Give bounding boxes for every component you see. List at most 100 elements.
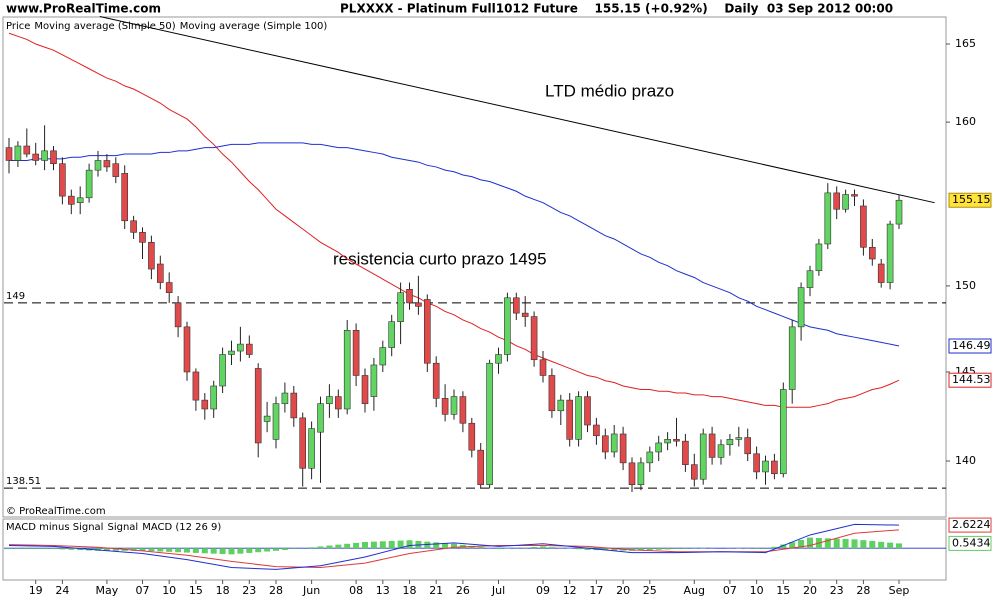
macd-histogram-bar [807, 537, 813, 549]
candle-body [423, 299, 431, 364]
candle-body [326, 396, 333, 404]
candle-body [432, 362, 440, 399]
macd-histogram-bar [682, 548, 689, 549]
legend-entry: Moving average (Simple 50) [34, 21, 175, 32]
candle-body [548, 375, 556, 412]
macd-histogram-bar [673, 548, 680, 550]
x-tick-label: 12 [563, 584, 577, 597]
candle-body [148, 242, 155, 270]
moving-average-line [8, 32, 900, 408]
candle-body [121, 173, 128, 222]
macd-histogram-bar [397, 540, 404, 549]
candle-body [361, 375, 369, 404]
last-price-label: 155.15 [952, 193, 991, 206]
candle-body [797, 287, 805, 328]
candle-body [441, 398, 449, 415]
candle-body [50, 150, 57, 164]
candle-body [201, 399, 209, 410]
candle-body [76, 197, 84, 203]
macd-histogram-bar [451, 543, 457, 549]
y-tick-label: 140 [955, 454, 976, 467]
x-tick-label: 08 [349, 584, 363, 597]
x-tick-label: Aug [684, 584, 705, 597]
legend-entry: Price [6, 21, 30, 32]
macd-histogram-bar [575, 548, 582, 550]
candle-body [735, 437, 743, 440]
candle-body [459, 396, 467, 424]
x-tick-label: Sep [889, 584, 910, 597]
candle-body [486, 362, 493, 485]
candle-body [41, 150, 48, 161]
macd-panel [2, 518, 947, 581]
macd-histogram-bar [32, 548, 39, 550]
last-price-label-box [948, 192, 992, 208]
candle-body [272, 403, 280, 440]
macd-histogram-bar [68, 548, 75, 550]
moving-average-value: 144.53 [952, 373, 991, 386]
candle-body [744, 437, 752, 455]
macd-histogram-bar [112, 548, 119, 551]
candle-body [593, 424, 600, 437]
histogram-value-box [948, 535, 992, 551]
candle-body [842, 194, 849, 210]
macd-histogram-bar [878, 541, 885, 549]
candle-body [192, 371, 200, 401]
candle-body [370, 364, 378, 397]
candle-body [406, 289, 413, 304]
candle-body [308, 428, 315, 469]
candle-body [664, 439, 671, 444]
macd-histogram-bar [548, 547, 555, 549]
macd-histogram-bar [6, 548, 12, 550]
macd-histogram-bar [50, 548, 57, 550]
candle-body [23, 145, 31, 155]
x-tick-label: 24 [55, 584, 69, 597]
macd-histogram-bar [842, 539, 849, 549]
candle-body [504, 297, 511, 355]
candle-body [539, 359, 547, 376]
macd-histogram-bar [175, 548, 182, 553]
candle-body [726, 439, 734, 446]
candle-body [415, 302, 422, 307]
macd-histogram-bar [219, 548, 226, 554]
candle-body [779, 389, 787, 475]
macd-histogram-bar [860, 540, 867, 549]
candle-body [59, 163, 66, 197]
x-tick-label: 18 [216, 584, 230, 597]
macd-histogram-bar [753, 548, 760, 549]
x-tick-label: 26 [456, 584, 470, 597]
candle-body [851, 194, 858, 197]
legend-entry: MACD (12 26 9) [142, 522, 221, 533]
x-tick-label: 10 [750, 584, 764, 597]
macd-histogram-bar [130, 548, 137, 551]
chart-title: PLXXXX - Platinum Full1012 Future 155.15… [340, 2, 893, 16]
candle-body [673, 439, 680, 442]
x-tick-label: 23 [830, 584, 844, 597]
candle-body [157, 263, 164, 283]
candle-body [868, 246, 876, 260]
candle-body [263, 415, 271, 422]
candle-body [690, 464, 698, 480]
candle-body [895, 199, 903, 225]
candle-body [699, 433, 707, 480]
macd-histogram-bar [655, 548, 662, 550]
candle-body [388, 321, 396, 348]
candle-body [806, 270, 814, 288]
macd-histogram-bar [531, 546, 538, 549]
candle-body [397, 292, 404, 322]
macd-value-box [948, 517, 992, 533]
candle-body [753, 453, 760, 473]
macd-histogram-bar [77, 548, 84, 551]
macd-histogram-bar [762, 548, 769, 550]
candle-body [655, 442, 663, 453]
macd-histogram-bar [317, 546, 324, 549]
macd-histogram-bar [290, 548, 297, 550]
macd-histogram-bar [326, 545, 333, 549]
candle-body [450, 396, 458, 415]
macd-histogram-bar [23, 548, 30, 550]
candle-body [477, 449, 485, 485]
macd-histogram-bar [308, 547, 315, 549]
candle-body [14, 145, 22, 161]
macd-histogram-bar [798, 539, 805, 549]
